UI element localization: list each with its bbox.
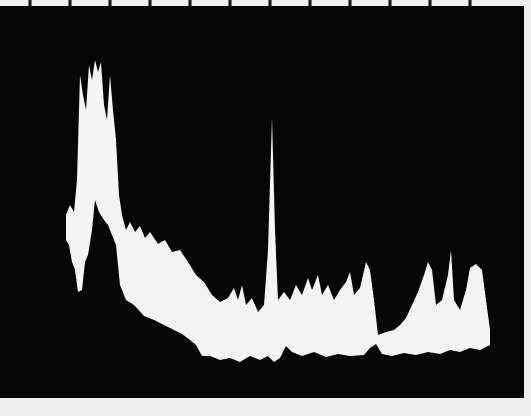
page — [0, 0, 531, 416]
scope-photo — [0, 0, 531, 416]
